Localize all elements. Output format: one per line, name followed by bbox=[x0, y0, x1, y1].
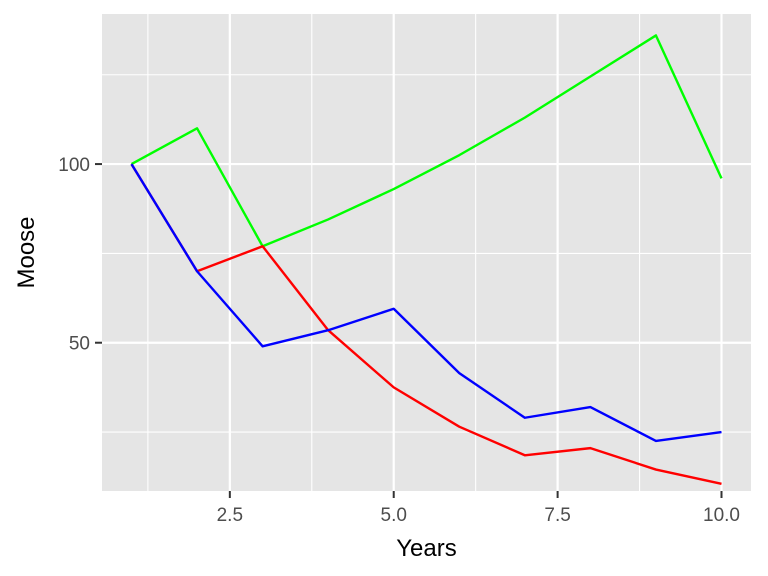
series-line bbox=[130, 163, 722, 443]
x-axis: 2.5 5.0 7.5 10.0 bbox=[217, 491, 740, 526]
series-lines bbox=[130, 34, 723, 486]
x-tick-label: 10.0 bbox=[703, 505, 740, 526]
x-tick-label: 7.5 bbox=[544, 505, 570, 526]
y-axis-title: Moose bbox=[13, 216, 40, 288]
minor-gridlines bbox=[102, 14, 751, 491]
y-tick-label: 100 bbox=[58, 155, 90, 176]
x-tick-label: 5.0 bbox=[381, 505, 407, 526]
x-axis-title: Years bbox=[396, 535, 457, 562]
y-tick-label: 50 bbox=[69, 334, 90, 355]
plot-panel bbox=[102, 14, 751, 491]
series-line bbox=[130, 34, 723, 248]
x-tick-label: 2.5 bbox=[217, 505, 243, 526]
series-line bbox=[130, 163, 722, 486]
y-axis: 50 100 bbox=[58, 155, 102, 355]
